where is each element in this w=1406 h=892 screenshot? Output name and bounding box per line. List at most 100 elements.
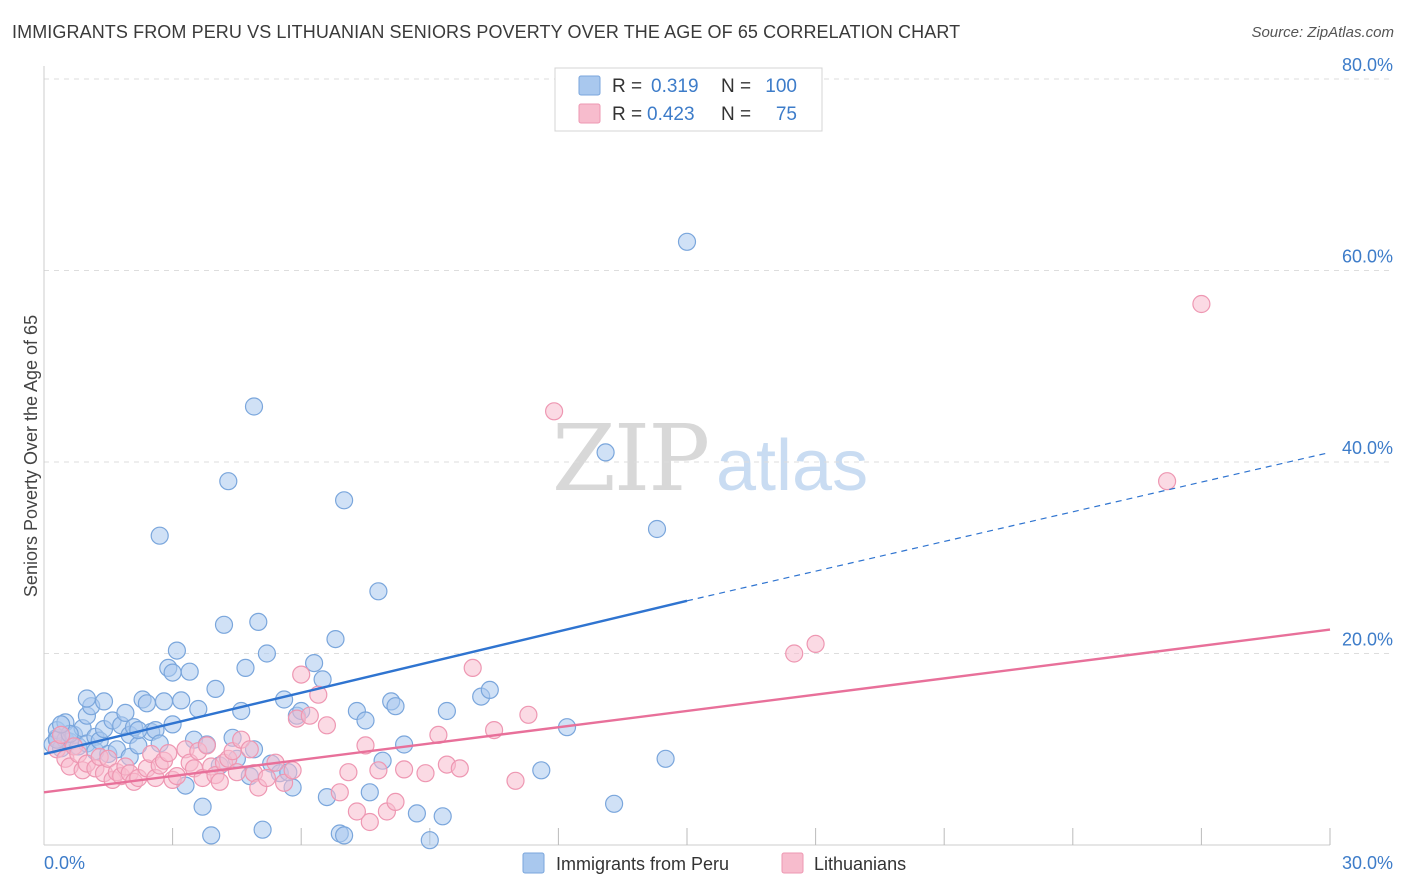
data-point-lith xyxy=(785,644,804,663)
legend-r-label-peru: R = xyxy=(612,76,642,97)
data-point-peru xyxy=(335,491,354,510)
legend-bottom-label-peru: Immigrants from Peru xyxy=(556,854,729,874)
data-point-peru xyxy=(360,783,379,802)
grid: 20.0% 40.0% 60.0% 80.0% xyxy=(44,55,1393,654)
y-tick-label: 80.0% xyxy=(1342,55,1393,75)
legend-r-value-peru: 0.319 xyxy=(651,76,699,97)
data-point-peru xyxy=(275,690,294,709)
data-point-peru xyxy=(219,472,238,491)
data-point-lith xyxy=(99,749,118,768)
data-point-peru xyxy=(202,826,221,845)
source-credit: Source: ZipAtlas.com xyxy=(1251,24,1394,41)
watermark-atlas: atlas xyxy=(716,426,868,506)
trend-line-lith xyxy=(43,628,1331,794)
data-point-lith xyxy=(360,812,379,832)
data-point-lith xyxy=(806,634,825,654)
data-point-peru xyxy=(305,653,324,673)
legend-bottom-label-lith: Lithuanians xyxy=(814,854,906,874)
data-point-peru xyxy=(656,749,675,768)
data-point-lith xyxy=(317,716,336,735)
legend-n-value-lith: 75 xyxy=(776,104,797,125)
data-point-peru xyxy=(249,612,268,632)
y-tick-label: 20.0% xyxy=(1342,630,1393,650)
legend-series: Immigrants from Peru Lithuanians xyxy=(522,852,906,874)
data-point-lith xyxy=(386,792,405,812)
legend-swatch-peru xyxy=(578,75,601,96)
y-tick-label: 40.0% xyxy=(1342,438,1393,458)
data-point-lith xyxy=(292,665,311,684)
data-point-lith xyxy=(450,759,469,778)
data-point-peru xyxy=(326,629,345,649)
data-point-peru xyxy=(356,711,375,730)
data-point-peru xyxy=(244,397,264,416)
series-peru-points xyxy=(43,232,697,850)
data-point-peru xyxy=(236,658,255,678)
data-point-lith xyxy=(240,740,259,759)
data-point-peru xyxy=(596,443,615,462)
data-point-lith xyxy=(210,772,229,791)
data-point-lith xyxy=(300,706,319,725)
data-point-peru xyxy=(154,692,174,711)
legend-n-label-lith: N = xyxy=(721,104,751,125)
data-point-peru xyxy=(137,694,156,713)
data-point-peru xyxy=(433,807,452,826)
data-point-peru xyxy=(335,826,354,845)
data-point-lith xyxy=(257,768,276,788)
legend-r-value-lith: 0.423 xyxy=(647,104,695,125)
data-point-lith xyxy=(506,771,525,790)
data-point-peru xyxy=(395,735,414,754)
data-point-peru xyxy=(407,804,426,823)
data-point-peru xyxy=(420,831,439,850)
y-tick-label: 60.0% xyxy=(1342,247,1393,267)
x-tick-min: 0.0% xyxy=(44,853,85,873)
axes xyxy=(43,66,1331,846)
data-point-lith xyxy=(463,658,482,678)
data-point-peru xyxy=(167,641,186,660)
data-point-peru xyxy=(604,794,624,813)
data-point-peru xyxy=(77,689,97,708)
data-point-peru xyxy=(116,703,135,723)
data-point-peru xyxy=(253,820,272,839)
data-point-peru xyxy=(172,691,191,710)
data-point-peru xyxy=(150,526,169,545)
data-point-lith xyxy=(197,736,216,755)
data-point-peru xyxy=(677,232,697,251)
data-point-peru xyxy=(193,797,212,816)
data-point-lith xyxy=(369,761,388,780)
data-point-peru xyxy=(163,663,182,682)
y-axis-label: Seniors Poverty Over the Age of 65 xyxy=(21,315,41,597)
data-point-peru xyxy=(532,761,551,780)
data-point-peru xyxy=(437,701,456,721)
data-point-lith xyxy=(356,736,375,755)
data-point-peru xyxy=(369,582,388,601)
data-point-lith xyxy=(330,783,349,802)
data-point-lith xyxy=(283,761,302,780)
data-point-lith xyxy=(51,725,71,745)
data-point-lith xyxy=(1157,472,1177,491)
data-point-lith xyxy=(395,760,414,779)
legend-r-label-lith: R = xyxy=(612,104,642,125)
data-point-lith xyxy=(347,802,366,821)
data-point-peru xyxy=(257,644,276,663)
data-point-peru xyxy=(94,692,114,711)
data-point-lith xyxy=(1192,294,1211,314)
data-point-peru xyxy=(206,679,225,699)
data-point-peru xyxy=(647,519,667,539)
legend-n-label-peru: N = xyxy=(721,76,751,97)
legend-stats: R = 0.319 N = 100 R = 0.423 N = 75 xyxy=(554,67,823,132)
data-point-lith xyxy=(519,705,538,724)
data-point-lith xyxy=(159,743,178,763)
data-point-lith xyxy=(416,764,435,783)
trend-lines xyxy=(43,451,1331,794)
data-point-lith xyxy=(339,763,358,782)
data-point-peru xyxy=(180,662,199,681)
data-point-peru xyxy=(480,680,499,700)
data-point-peru xyxy=(386,697,405,716)
legend-n-value-peru: 100 xyxy=(765,76,797,97)
legend-bottom-swatch-peru xyxy=(522,852,545,874)
watermark-zip: ZIP xyxy=(552,405,708,512)
series-lith-points xyxy=(47,294,1211,832)
chart-title: IMMIGRANTS FROM PERU VS LITHUANIAN SENIO… xyxy=(12,22,961,42)
legend-swatch-lith xyxy=(578,103,601,124)
